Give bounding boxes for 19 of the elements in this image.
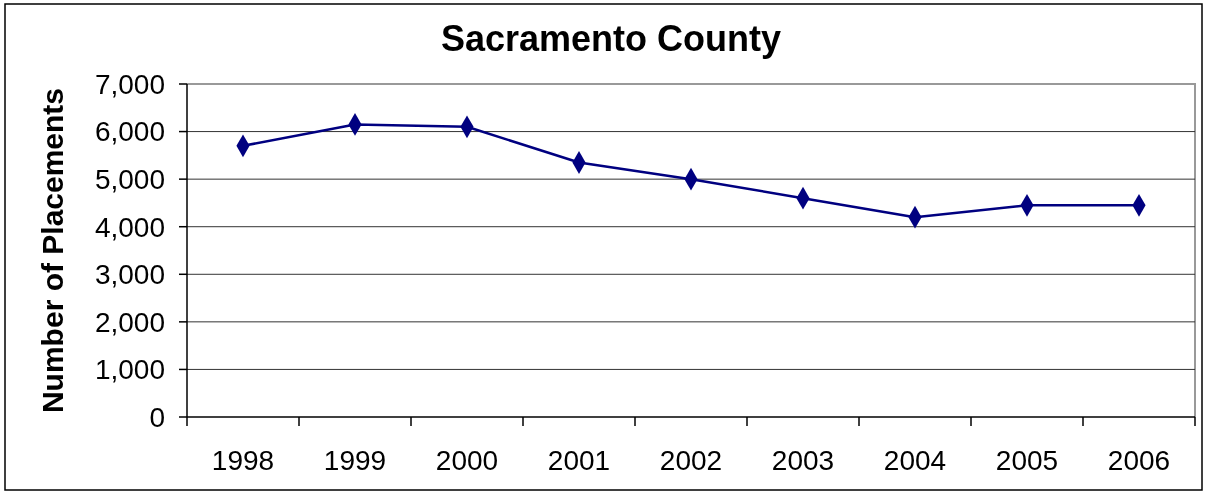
y-axis-title: Number of Placements	[36, 87, 69, 414]
y-tick-label: 6,000	[94, 116, 165, 148]
x-tick-label: 2001	[547, 445, 611, 476]
x-tick-label: 2004	[883, 445, 947, 476]
y-tick-label: 7,000	[94, 68, 165, 100]
y-tick-label: 0	[149, 401, 165, 433]
x-tick-label: 1998	[211, 445, 275, 476]
x-tick-label: 2002	[659, 445, 723, 476]
x-tick-label: 2005	[995, 445, 1059, 476]
y-tick-label: 3,000	[94, 259, 165, 291]
y-tick-label: 5,000	[94, 163, 165, 195]
x-tick-label: 2006	[1107, 445, 1171, 476]
x-tick-label: 2003	[771, 445, 835, 476]
y-tick-label: 4,000	[94, 211, 165, 243]
x-tick-label: 1999	[323, 445, 387, 476]
chart-title: Sacramento County	[440, 18, 782, 59]
y-tick-label: 1,000	[94, 354, 165, 386]
y-tick-label: 2,000	[94, 306, 165, 338]
x-tick-label: 2000	[435, 445, 499, 476]
